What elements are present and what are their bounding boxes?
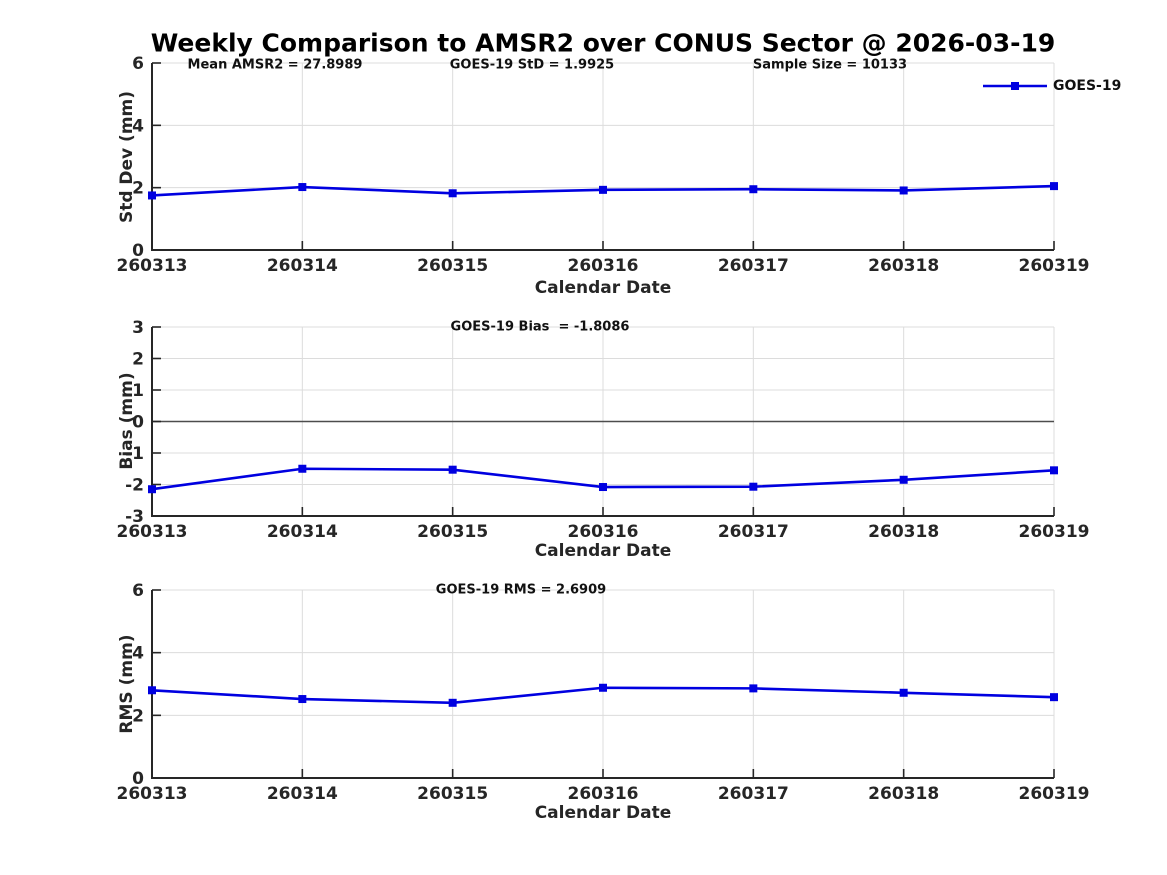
x-tick-label: 260315: [417, 784, 488, 804]
data-point-marker: [298, 695, 307, 704]
y-axis-label-bias: Bias (mm): [117, 372, 137, 470]
data-point-marker: [448, 698, 457, 707]
legend-square-marker-icon: [1011, 82, 1019, 90]
x-tick-label: 260318: [868, 522, 939, 542]
x-tick-label: 260316: [568, 256, 639, 276]
x-tick-label: 260316: [568, 522, 639, 542]
x-tick-label: 260316: [568, 784, 639, 804]
y-axis-label-rms: RMS (mm): [117, 634, 137, 734]
data-point-marker: [298, 183, 307, 192]
data-point-marker: [899, 475, 908, 484]
legend-label: GOES-19: [1053, 78, 1122, 94]
x-axis-label-bias: Calendar Date: [534, 541, 672, 561]
data-point-marker: [749, 482, 758, 491]
data-point-marker: [899, 186, 908, 195]
legend: GOES-19: [982, 78, 1121, 94]
x-tick-label: 260318: [868, 256, 939, 276]
chart-title: Weekly Comparison to AMSR2 over CONUS Se…: [150, 28, 1056, 58]
y-tick-label: -1: [125, 444, 144, 464]
x-tick-label: 260313: [117, 784, 188, 804]
y-tick-label: 4: [132, 116, 144, 136]
y-tick-label: 6: [132, 581, 144, 601]
x-tick-label: 260313: [117, 522, 188, 542]
x-tick-label: 260314: [267, 522, 338, 542]
x-tick-label: 260315: [417, 522, 488, 542]
data-point-marker: [148, 686, 156, 695]
y-tick-label: 0: [132, 241, 144, 261]
data-point-marker: [298, 464, 307, 473]
y-tick-label: 2: [132, 350, 144, 370]
y-tick-label: 4: [132, 644, 144, 664]
x-tick-label: 260317: [718, 256, 789, 276]
data-point-marker: [1050, 466, 1058, 475]
y-tick-label: 6: [132, 54, 144, 74]
y-tick-label: 3: [132, 318, 144, 338]
y-tick-label: 1: [132, 381, 144, 401]
data-point-marker: [148, 485, 156, 494]
x-tick-label: 260314: [267, 784, 338, 804]
y-tick-label: 0: [132, 413, 144, 433]
x-tick-label: 260319: [1019, 784, 1090, 804]
data-point-marker: [599, 185, 607, 194]
data-point-marker: [749, 684, 758, 693]
y-tick-label: 2: [132, 179, 144, 199]
x-tick-label: 260319: [1019, 522, 1090, 542]
y-tick-label: -2: [125, 476, 144, 496]
annotation-goes19-std: GOES-19 StD = 1.9925: [449, 57, 615, 73]
x-tick-label: 260319: [1019, 256, 1090, 276]
data-point-marker: [749, 185, 758, 194]
data-point-marker: [148, 191, 156, 200]
annotation-goes19-rms: GOES-19 RMS = 2.6909: [435, 582, 607, 598]
x-tick-label: 260314: [267, 256, 338, 276]
data-point-marker: [1050, 182, 1058, 191]
y-tick-label: -3: [125, 507, 144, 527]
x-tick-label: 260313: [117, 256, 188, 276]
data-point-marker: [448, 189, 457, 198]
data-point-marker: [599, 683, 607, 692]
y-axis-label-stddev: Std Dev (mm): [117, 90, 137, 224]
x-axis-label-rms: Calendar Date: [534, 803, 672, 823]
x-tick-label: 260317: [718, 784, 789, 804]
data-point-marker: [448, 465, 457, 474]
x-axis-label-stddev: Calendar Date: [534, 278, 672, 298]
y-tick-label: 0: [132, 769, 144, 789]
legend-line-icon: [983, 82, 1047, 90]
x-tick-label: 260317: [718, 522, 789, 542]
data-point-marker: [599, 483, 607, 492]
annotation-sample-size: Sample Size = 10133: [752, 57, 908, 73]
data-point-marker: [1050, 693, 1058, 702]
x-tick-label: 260318: [868, 784, 939, 804]
annotation-goes19-bias: GOES-19 Bias = -1.8086: [450, 319, 630, 335]
data-point-marker: [899, 688, 908, 697]
x-tick-label: 260315: [417, 256, 488, 276]
annotation-mean-amsr2: Mean AMSR2 = 27.8989: [187, 57, 363, 73]
y-tick-label: 2: [132, 706, 144, 726]
